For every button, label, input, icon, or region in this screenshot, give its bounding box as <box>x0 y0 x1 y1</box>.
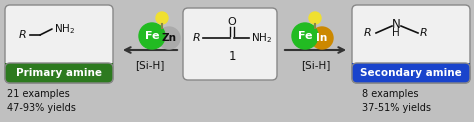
Circle shape <box>309 12 321 24</box>
Text: [Si-H]: [Si-H] <box>301 60 330 70</box>
Text: R: R <box>364 28 372 38</box>
Text: Zn: Zn <box>162 33 176 43</box>
Text: 8 examples
37-51% yields: 8 examples 37-51% yields <box>362 89 431 113</box>
Bar <box>352 63 470 73</box>
Text: R: R <box>193 33 201 43</box>
Text: NH$_2$: NH$_2$ <box>251 31 272 45</box>
Text: In: In <box>316 33 328 43</box>
Text: Secondary amine: Secondary amine <box>360 68 462 78</box>
Circle shape <box>292 23 318 49</box>
Text: NH$_2$: NH$_2$ <box>54 22 75 36</box>
Text: R: R <box>19 30 27 40</box>
Text: Primary amine: Primary amine <box>16 68 102 78</box>
Text: Fe: Fe <box>298 31 312 41</box>
Circle shape <box>311 27 333 49</box>
Text: Fe: Fe <box>145 31 159 41</box>
FancyBboxPatch shape <box>183 8 277 80</box>
FancyBboxPatch shape <box>352 63 470 83</box>
Text: R: R <box>420 28 428 38</box>
Text: N: N <box>392 19 401 31</box>
FancyBboxPatch shape <box>5 63 113 83</box>
Circle shape <box>139 23 165 49</box>
Circle shape <box>156 12 168 24</box>
Bar <box>5 63 113 73</box>
Text: [Si-H]: [Si-H] <box>135 60 164 70</box>
Text: O: O <box>228 17 237 27</box>
Text: H: H <box>392 28 400 38</box>
Text: 1: 1 <box>228 50 236 62</box>
FancyBboxPatch shape <box>5 5 113 83</box>
Text: 21 examples
47-93% yields: 21 examples 47-93% yields <box>7 89 76 113</box>
Circle shape <box>158 27 180 49</box>
FancyBboxPatch shape <box>352 5 470 83</box>
